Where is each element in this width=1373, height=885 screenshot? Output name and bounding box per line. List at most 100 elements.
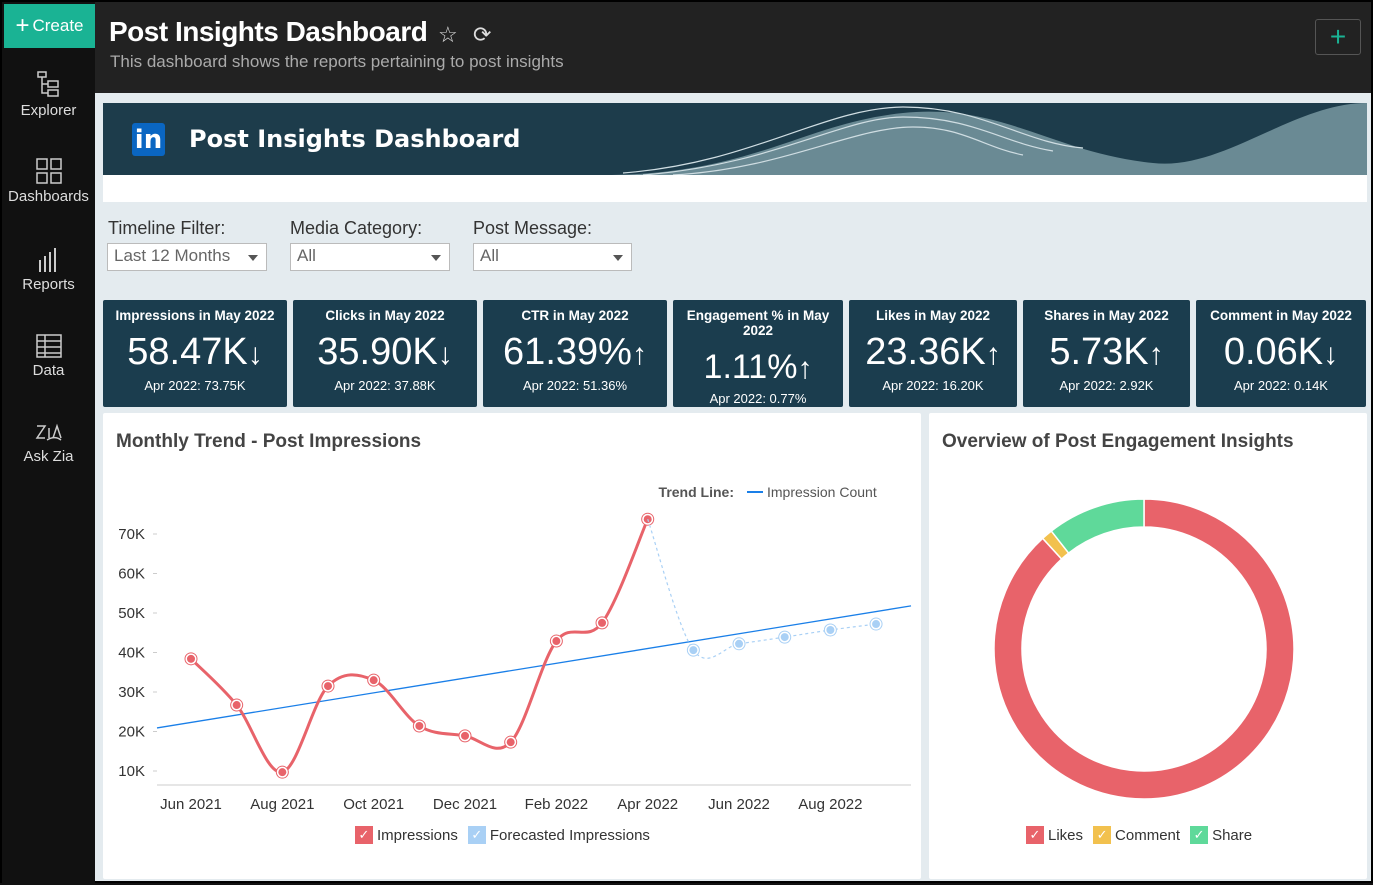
x-tick-label: Apr 2022 xyxy=(617,796,678,813)
sidebar-item-data[interactable]: Data xyxy=(2,334,95,379)
kpi-card[interactable]: Clicks in May 2022 35.90K↓ Apr 2022: 37.… xyxy=(293,300,477,407)
legend-share[interactable]: ✓ Share xyxy=(1190,826,1252,844)
checkbox-icon: ✓ xyxy=(1093,826,1112,844)
create-button[interactable]: + Create xyxy=(4,4,95,48)
legend-likes[interactable]: ✓ Likes xyxy=(1026,826,1083,844)
sidebar-item-ask-zia[interactable]: Ask Zia xyxy=(2,422,95,465)
impressions-line xyxy=(189,518,650,774)
trend-line xyxy=(156,605,912,729)
trend-line-label: Trend Line: xyxy=(659,484,734,500)
kpi-card[interactable]: Impressions in May 2022 58.47K↓ Apr 2022… xyxy=(103,300,287,407)
kpi-value: 1.11%↑ xyxy=(703,348,813,386)
post-message-select[interactable]: All xyxy=(473,243,632,271)
y-tick-label: 60K xyxy=(118,566,145,583)
kpi-previous: Apr 2022: 73.75K xyxy=(144,378,246,393)
timeline-filter-select[interactable]: Last 12 Months xyxy=(107,243,267,271)
kpi-title: CTR in May 2022 xyxy=(521,308,629,323)
point-marker xyxy=(552,637,561,646)
sidebar-item-reports[interactable]: Reports xyxy=(2,246,95,293)
point-marker xyxy=(187,654,195,663)
donut-slice-likes[interactable] xyxy=(993,498,1295,800)
kpi-card[interactable]: Engagement % in May 2022 1.11%↑ Apr 2022… xyxy=(673,300,843,407)
point-marker xyxy=(780,633,789,642)
y-tick-label: 20K xyxy=(118,724,145,741)
y-tick-label: 50K xyxy=(118,605,145,622)
explorer-icon xyxy=(36,71,59,97)
impressions-trend-panel: Monthly Trend - Post Impressions 10K 20K 3… xyxy=(103,413,921,879)
kpi-title: Engagement % in May 2022 xyxy=(686,308,830,338)
impressions-line-chart: 10K 20K 30K 40K 50K 60K 70K Jun 2021 Aug 2021 Oct… xyxy=(118,484,912,813)
kpi-previous: Apr 2022: 2.92K xyxy=(1059,378,1154,393)
sidebar-item-dashboards[interactable]: Dashboards xyxy=(2,158,95,205)
checkbox-icon: ✓ xyxy=(355,826,373,844)
trend-arrow-icon: ↑ xyxy=(797,352,813,385)
donut-legend: ✓ Likes ✓ Comment ✓ Share xyxy=(1026,826,1252,844)
kpi-value: 35.90K↓ xyxy=(317,331,453,373)
kpi-card[interactable]: Likes in May 2022 23.36K↑ Apr 2022: 16.2… xyxy=(849,300,1017,407)
point-marker xyxy=(415,721,424,730)
legend-impressions[interactable]: ✓ Impressions xyxy=(355,826,458,844)
refresh-icon[interactable]: ⟳ xyxy=(473,22,492,47)
add-button[interactable]: + xyxy=(1315,19,1361,55)
kpi-value: 0.06K↓ xyxy=(1223,331,1339,373)
x-tick-label: Aug 2021 xyxy=(250,796,314,813)
plus-icon: + xyxy=(15,12,30,39)
legend-forecasted-impressions[interactable]: ✓ Forecasted Impressions xyxy=(467,826,650,844)
x-tick-label: Feb 2022 xyxy=(525,796,588,813)
kpi-title: Shares in May 2022 xyxy=(1044,308,1169,323)
star-icon[interactable]: ☆ xyxy=(438,22,458,47)
point-marker xyxy=(369,676,378,685)
media-category-label: Media Category: xyxy=(290,218,423,238)
x-tick-label: Jun 2021 xyxy=(160,796,222,813)
point-marker xyxy=(232,701,241,710)
banner-title: Post Insights Dashboard xyxy=(189,125,521,153)
linkedin-logo: in xyxy=(132,123,165,156)
point-marker xyxy=(826,625,835,634)
y-tick-label: 10K xyxy=(118,763,145,780)
checkbox-icon: ✓ xyxy=(1190,826,1209,844)
kpi-title: Likes in May 2022 xyxy=(875,308,991,323)
forecast-line xyxy=(647,518,877,659)
zia-icon xyxy=(35,423,62,441)
chevron-down-icon xyxy=(613,255,623,261)
timeline-filter-label: Timeline Filter: xyxy=(108,218,226,238)
page-title: Post Insights Dashboard xyxy=(109,16,428,47)
trend-arrow-icon: ↓ xyxy=(247,338,263,371)
y-tick-label: 70K xyxy=(118,526,145,543)
trend-line-name: Impression Count xyxy=(767,484,877,500)
kpi-value: 61.39%↑ xyxy=(503,331,647,373)
trend-arrow-icon: ↑ xyxy=(985,338,1001,371)
post-message-label: Post Message: xyxy=(473,218,593,238)
legend-comment[interactable]: ✓ Comment xyxy=(1093,826,1180,844)
banner-wave-decoration xyxy=(603,103,1367,175)
point-marker xyxy=(735,639,744,648)
sidebar-item-explorer[interactable]: Explorer xyxy=(2,70,95,119)
media-category-select[interactable]: All xyxy=(290,243,450,271)
trend-arrow-icon: ↓ xyxy=(437,338,453,371)
donut-slice-share[interactable] xyxy=(1050,498,1145,555)
point-marker xyxy=(872,620,881,629)
kpi-previous: Apr 2022: 16.20K xyxy=(882,378,984,393)
kpi-previous: Apr 2022: 0.14K xyxy=(1234,378,1328,393)
point-marker xyxy=(506,738,515,747)
point-marker xyxy=(689,646,698,655)
checkbox-icon: ✓ xyxy=(1026,826,1044,844)
x-tick-label: Dec 2021 xyxy=(433,796,497,813)
dashboard-canvas: in Post Insights Dashboard Timeline Filt… xyxy=(95,93,1371,881)
kpi-card[interactable]: Comment in May 2022 0.06K↓ Apr 2022: 0.1… xyxy=(1196,300,1366,407)
point-marker xyxy=(324,682,333,691)
point-marker xyxy=(598,618,607,627)
engagement-donut-chart xyxy=(993,498,1295,800)
kpi-card[interactable]: Shares in May 2022 5.73K↑ Apr 2022: 2.92… xyxy=(1023,300,1190,407)
kpi-previous: Apr 2022: 37.88K xyxy=(334,378,436,393)
x-tick-label: Aug 2022 xyxy=(798,796,862,813)
engagement-overview-panel: Overview of Post Engagement Insights ✓ Li… xyxy=(929,413,1367,879)
kpi-value: 5.73K↑ xyxy=(1049,331,1164,373)
kpi-title: Impressions in May 2022 xyxy=(115,308,275,323)
kpi-previous: Apr 2022: 51.36% xyxy=(522,378,628,393)
kpi-card[interactable]: CTR in May 2022 61.39%↑ Apr 2022: 51.36% xyxy=(483,300,667,407)
point-marker xyxy=(461,731,470,740)
chevron-down-icon xyxy=(248,255,258,261)
chart-title: Overview of Post Engagement Insights xyxy=(942,431,1294,452)
kpi-previous: Apr 2022: 0.77% xyxy=(709,391,807,406)
